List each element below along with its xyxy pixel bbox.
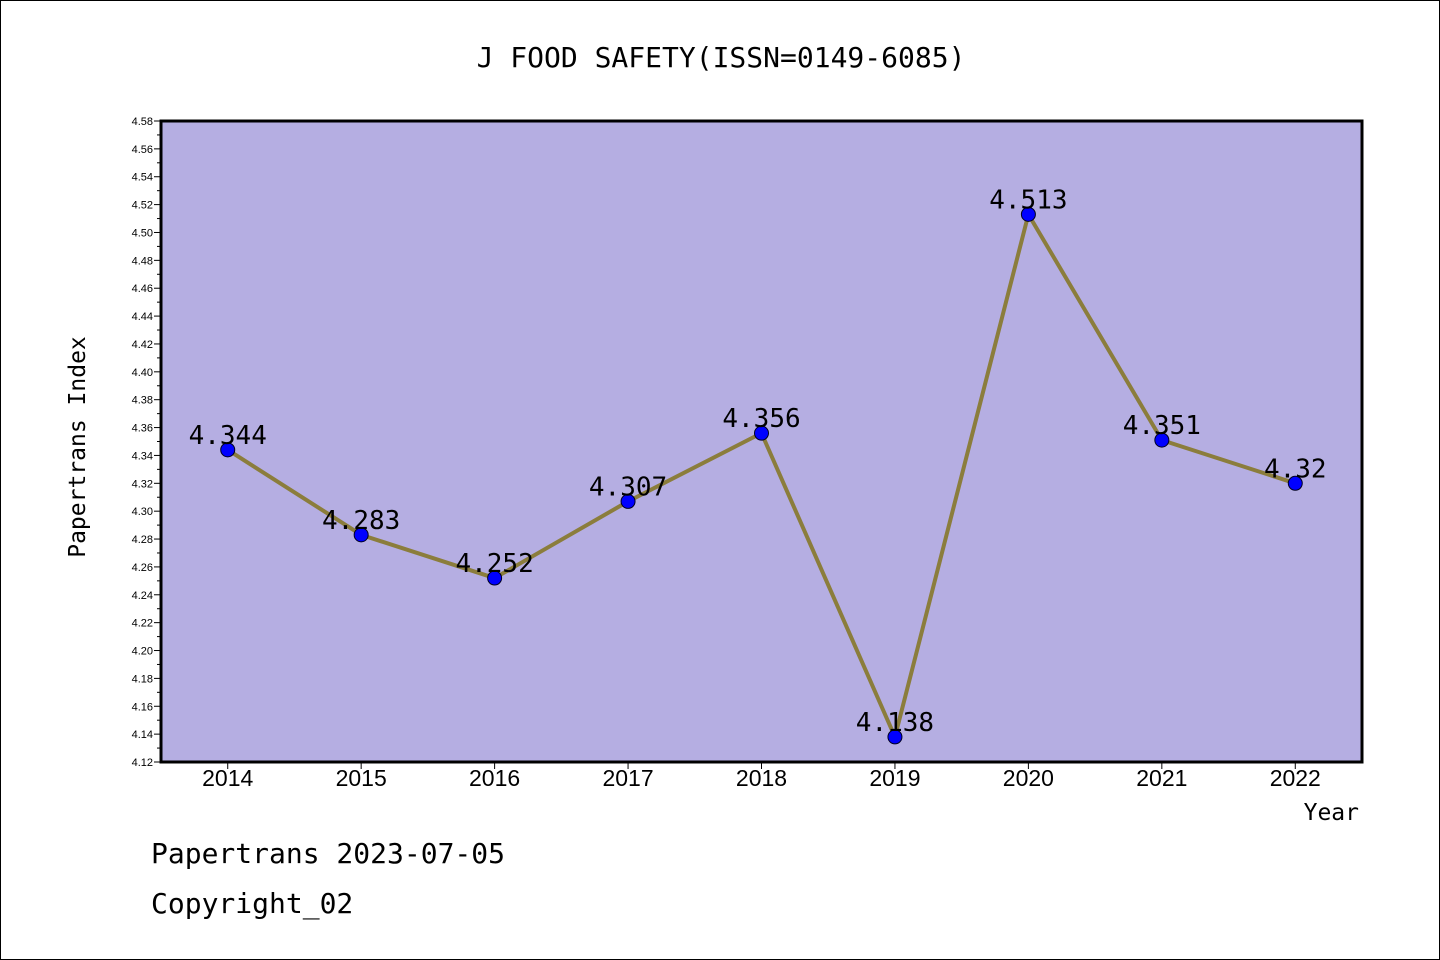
x-tick-label: 2019 [869, 765, 920, 791]
y-tick-label: 4.28 [132, 534, 153, 546]
y-tick-label: 4.54 [132, 172, 153, 184]
data-label: 4.513 [989, 185, 1067, 215]
footer-copyright: Copyright_02 [151, 887, 354, 920]
chart-title: J FOOD SAFETY(ISSN=0149-6085) [477, 41, 966, 74]
x-tick-label: 2022 [1270, 765, 1321, 791]
data-point [1287, 475, 1303, 491]
y-tick-label: 4.48 [132, 255, 153, 267]
y-tick-label: 4.16 [132, 701, 153, 713]
y-tick-label: 4.38 [132, 395, 153, 407]
y-tick-label: 4.14 [132, 729, 153, 741]
y-tick-label: 4.36 [132, 423, 153, 435]
y-tick-label: 4.18 [132, 673, 153, 685]
y-tick-label: 4.32 [132, 478, 153, 490]
y-tick-label: 4.46 [132, 283, 153, 295]
x-tick-label: 2014 [202, 765, 253, 791]
y-axis-label: Papertrans Index [65, 336, 91, 558]
data-label: 4.252 [455, 549, 533, 579]
data-point [620, 493, 636, 509]
y-tick-label: 4.26 [132, 562, 153, 574]
y-tick-label: 4.34 [132, 450, 153, 462]
series-group: 4.344 4.283 4.252 4.307 4.356 4.138 4.513 4.351… [189, 185, 1327, 745]
data-point [1020, 206, 1036, 222]
data-point [220, 442, 236, 458]
x-tick-label: 2017 [602, 765, 653, 791]
x-axis: 2014 2015 2016 2017 2018 2019 2020 2021 2022 [202, 762, 1321, 791]
data-label: 4.307 [589, 472, 667, 502]
data-point [754, 425, 769, 441]
y-tick-label: 4.44 [132, 311, 153, 323]
y-tick-label: 4.58 [132, 116, 153, 128]
y-tick-label: 4.30 [132, 506, 153, 518]
x-tick-label: 2016 [469, 765, 520, 791]
data-label: 4.356 [722, 404, 800, 434]
y-tick-label: 4.52 [132, 200, 153, 212]
data-label: 4.344 [189, 421, 267, 451]
data-point [1154, 432, 1170, 448]
y-tick-label: 4.24 [132, 590, 153, 602]
footer-date: Papertrans 2023-07-05 [151, 837, 506, 870]
y-tick-label: 4.12 [132, 757, 153, 769]
x-tick-label: 2015 [336, 765, 387, 791]
data-point [487, 570, 503, 586]
x-tick-label: 2021 [1136, 765, 1187, 791]
x-tick-label: 2018 [736, 765, 787, 791]
x-axis-label: Year [1304, 800, 1359, 826]
data-label: 4.283 [322, 506, 400, 536]
y-axis: 4.12 4.14 4.16 4.18 4.20 4.22 4.24 4.26 4.28 4.30… [132, 116, 161, 769]
x-tick-label: 2020 [1003, 765, 1054, 791]
data-label: 4.351 [1123, 411, 1201, 441]
data-point [887, 729, 903, 745]
data-label: 4.32 [1264, 454, 1327, 484]
data-point [353, 527, 369, 543]
y-tick-label: 4.20 [132, 646, 153, 658]
data-label: 4.138 [856, 708, 934, 738]
plot-area [159, 119, 1364, 764]
y-tick-label: 4.50 [132, 227, 153, 239]
y-tick-label: 4.56 [132, 144, 153, 156]
y-tick-label: 4.40 [132, 367, 153, 379]
y-tick-label: 4.22 [132, 618, 153, 630]
y-tick-label: 4.42 [132, 339, 153, 351]
